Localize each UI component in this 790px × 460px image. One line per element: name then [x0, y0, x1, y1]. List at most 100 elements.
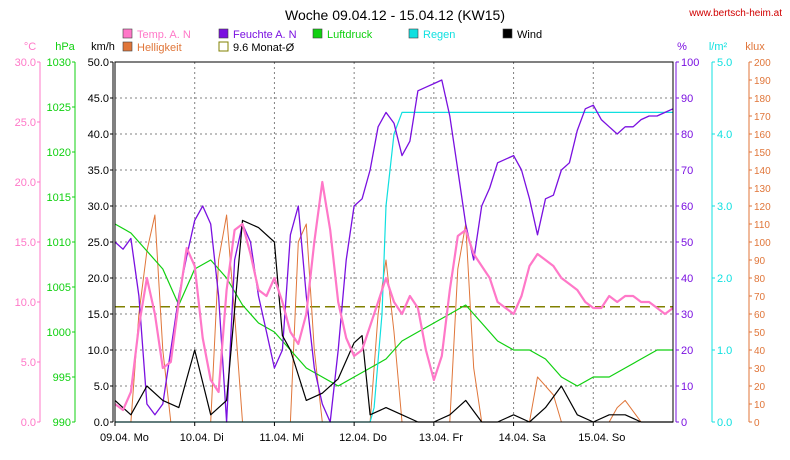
luft-tick-label: 995 — [53, 372, 71, 384]
wind-tick-label: 45.0 — [88, 93, 109, 105]
legend-swatch-luft — [312, 28, 323, 39]
legend-swatch-wind — [502, 28, 513, 39]
luft-tick-label: 1005 — [47, 282, 71, 294]
feuchte-tick-label: 90 — [681, 93, 693, 105]
x-axis-labels: 09.04. Mo 10.04. Di 11.04. Mi 12.04. Do 13.0… — [100, 422, 625, 444]
feuchte-tick-label: 70 — [681, 165, 693, 177]
legend-swatch-feuchte — [218, 28, 229, 39]
feuchte-tick-label: 40 — [681, 273, 693, 285]
wind-tick-label: 30.0 — [88, 201, 109, 213]
hell-tick-label: 20 — [754, 382, 766, 393]
series-line-regen — [115, 111, 673, 423]
luft-tick-label: 1000 — [47, 327, 71, 339]
legend-label-regen: Regen — [423, 29, 455, 41]
hell-tick-label: 80 — [754, 274, 766, 285]
temp-unit-label: °C — [24, 41, 36, 53]
temp-tick-label: 25.0 — [15, 117, 36, 129]
luft-tick-label: 1010 — [47, 237, 71, 249]
legend-label-mavg: 9.6 Monat-Ø — [233, 42, 295, 54]
x-tick-label: 15.04. So — [578, 432, 625, 444]
feuchte-tick-label: 80 — [681, 129, 693, 141]
gridlines — [115, 62, 673, 422]
hell-tick-label: 190 — [754, 76, 771, 87]
hell-tick-label: 150 — [754, 148, 771, 159]
wind-tick-label: 25.0 — [88, 237, 109, 249]
feuchte-tick-label: 100 — [681, 57, 699, 69]
hell-tick-label: 140 — [754, 166, 771, 177]
luft-tick-label: 990 — [53, 417, 71, 429]
regen-tick-label: 5.0 — [717, 57, 732, 69]
legend-label-luft: Luftdruck — [327, 29, 373, 41]
wind-tick-label: 20.0 — [88, 273, 109, 285]
regen-unit-label: l/m² — [709, 41, 728, 53]
luft-tick-label: 1020 — [47, 147, 71, 159]
hell-tick-label: 130 — [754, 184, 771, 195]
hell-tick-label: 70 — [754, 292, 766, 303]
regen-tick-label: 1.0 — [717, 345, 732, 357]
legend-swatch-temp — [122, 28, 133, 39]
temp-tick-label: 30.0 — [15, 57, 36, 69]
hell-tick-label: 110 — [754, 220, 770, 231]
hell-tick-label: 90 — [754, 256, 766, 267]
regen-tick-label: 4.0 — [717, 129, 732, 141]
luft-tick-label: 1015 — [47, 192, 71, 204]
hell-tick-label: 10 — [754, 400, 766, 411]
legend-swatch-mavg — [218, 41, 229, 52]
temp-tick-label: 0.0 — [21, 417, 36, 429]
x-tick-label: 12.04. Do — [339, 432, 387, 444]
wind-tick-label: 5.0 — [94, 381, 109, 393]
legend-swatch-hell — [122, 41, 133, 52]
wind-tick-label: 0.0 — [94, 417, 109, 429]
hell-tick-label: 120 — [754, 202, 771, 213]
wind-tick-label: 40.0 — [88, 129, 109, 141]
feuchte-tick-label: 20 — [681, 345, 693, 357]
feuchte-tick-label: 0 — [681, 417, 687, 429]
series-line-wind — [114, 219, 673, 423]
hell-tick-label: 50 — [754, 328, 766, 339]
legend-label-hell: Helligkeit — [137, 42, 182, 54]
temp-tick-label: 10.0 — [15, 297, 36, 309]
x-tick-label: 11.04. Mi — [259, 432, 303, 444]
hell-tick-label: 160 — [754, 130, 771, 141]
regen-tick-label: 3.0 — [717, 201, 732, 213]
temp-tick-label: 15.0 — [15, 237, 36, 249]
wind-tick-label: 35.0 — [88, 165, 109, 177]
wind-tick-label: 15.0 — [88, 309, 109, 321]
legend-label-feuchte: Feuchte A. N — [233, 29, 297, 41]
hell-tick-label: 40 — [754, 346, 766, 357]
hell-tick-label: 200 — [754, 58, 771, 69]
hell-tick-label: 0 — [754, 418, 760, 429]
luft-unit-label: hPa — [55, 41, 75, 53]
x-tick-label: 09.04. Mo — [100, 432, 149, 444]
website-link[interactable]: www.bertsch-heim.at — [688, 8, 782, 19]
x-tick-label: 13.04. Fr — [419, 432, 463, 444]
series-line-feuchte — [114, 79, 674, 423]
regen-tick-label: 2.0 — [717, 273, 732, 285]
x-tick-label: 10.04. Di — [180, 432, 224, 444]
hell-unit-label: klux — [745, 41, 765, 53]
series-line-luft — [114, 223, 673, 387]
hell-tick-label: 180 — [754, 94, 771, 105]
plot-frame — [114, 61, 674, 423]
feuchte-tick-label: 10 — [681, 381, 693, 393]
temp-tick-label: 5.0 — [21, 357, 36, 369]
legend-swatch-regen — [408, 28, 419, 39]
wind-unit-label: km/h — [91, 41, 115, 53]
legend-label-temp: Temp. A. N — [137, 29, 191, 41]
feuchte-tick-label: 50 — [681, 237, 693, 249]
hell-tick-label: 170 — [754, 112, 771, 123]
feuchte-tick-label: 60 — [681, 201, 693, 213]
feuchte-tick-label: 30 — [681, 309, 693, 321]
x-tick-label: 14.04. Sa — [499, 432, 547, 444]
luft-tick-label: 1030 — [47, 57, 71, 69]
luft-tick-label: 1025 — [47, 102, 71, 114]
regen-tick-label: 0.0 — [717, 417, 732, 429]
legend-label-wind: Wind — [517, 29, 542, 41]
wind-tick-label: 50.0 — [88, 57, 109, 69]
axis-unit-labels: °C hPa km/h% l/m² klux — [24, 41, 765, 53]
axes: 0.05.010.015.020.025.030.099099510001005… — [15, 57, 772, 429]
temp-tick-label: 20.0 — [15, 177, 36, 189]
